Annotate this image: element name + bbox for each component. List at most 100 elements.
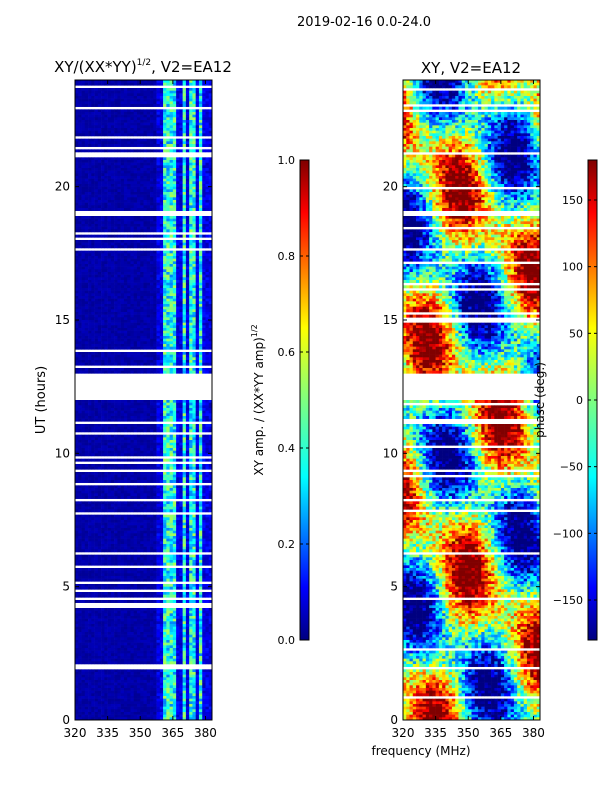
heatmap-cell [150,104,154,107]
heatmap-cell [182,88,187,91]
heatmap-cell [130,160,135,163]
heatmap-cell [198,277,203,281]
heatmap-cell [143,184,148,187]
heatmap-cell [97,181,102,185]
heatmap-cell [94,82,99,86]
heatmap-cell [172,261,177,265]
heatmap-cell [202,325,206,329]
heatmap-cell [198,264,203,267]
heatmap-cell [195,109,200,113]
heatmap-cell [101,296,105,299]
heatmap-cell [153,181,157,185]
heatmap-cell [123,128,128,131]
heatmap-cell [130,258,135,262]
heatmap-cell [153,104,157,107]
heatmap-cell [97,242,102,246]
heatmap-cell [101,114,105,118]
heatmap-cell [104,186,108,190]
heatmap-cell [208,269,212,273]
heatmap-cell [123,205,128,209]
heatmap-cell [202,408,206,411]
heatmap-cell [176,114,180,118]
heatmap-cell [123,285,128,289]
heatmap-cell [156,200,161,203]
heatmap-cell [192,160,196,163]
heatmap-cell [156,466,161,470]
heatmap-cell [176,157,180,161]
heatmap-cell [136,253,141,257]
heatmap-cell [156,114,161,118]
heatmap-cell [185,184,190,187]
heatmap-cell [150,453,154,457]
heatmap-cell [143,149,148,153]
heatmap-cell [78,120,82,123]
heatmap-cell [110,338,115,342]
heatmap-cell [205,173,210,177]
heatmap-cell [104,141,108,145]
heatmap-cell [179,360,183,363]
heatmap-cell [97,101,102,105]
heatmap-cell [159,426,164,430]
heatmap-cell [136,338,141,342]
heatmap-cell [123,242,128,246]
heatmap-cell [94,256,99,259]
heatmap-cell [166,194,170,198]
heatmap-cell [101,410,105,414]
heatmap-cell [88,226,92,230]
heatmap-cell [133,170,138,174]
heatmap-cell [166,224,170,227]
heatmap-cell [110,445,115,449]
heatmap-cell [189,189,193,193]
heatmap-cell [123,184,128,187]
heatmap-cell [110,312,115,315]
heatmap-cell [97,410,102,414]
heatmap-cell [146,304,151,307]
heatmap-cell [114,138,118,142]
heatmap-cell [195,82,200,86]
heatmap-cell [117,192,121,195]
heatmap-cell [198,274,203,278]
heatmap-cell [143,341,148,345]
heatmap-cell [94,88,99,91]
heatmap-cell [114,117,118,121]
heatmap-cell [84,141,89,145]
heatmap-cell [195,138,200,142]
heatmap-cell [140,293,144,297]
heatmap-cell [84,458,89,462]
heatmap-cell [156,336,161,339]
heatmap-cell [84,138,89,142]
heatmap-cell [81,424,86,427]
heatmap-cell [110,290,115,294]
heatmap-cell [150,261,154,265]
heatmap-cell [127,141,131,145]
heatmap-cell [205,360,210,363]
heatmap-cell [143,250,148,254]
heatmap-cell [179,424,183,427]
heatmap-cell [192,458,196,462]
heatmap-cell [114,298,118,302]
heatmap-cell [202,290,206,294]
heatmap-cell [182,352,187,355]
heatmap-cell [94,285,99,289]
heatmap-cell [110,216,115,219]
heatmap-cell [198,90,203,94]
heatmap-cell [97,176,102,179]
heatmap-cell [136,114,141,118]
heatmap-cell [78,189,82,193]
heatmap-cell [189,165,193,169]
heatmap-cell [101,224,105,227]
heatmap-cell [166,282,170,286]
heatmap-cell [153,338,157,342]
heatmap-cell [202,242,206,246]
heatmap-cell [156,293,161,297]
heatmap-cell [84,360,89,363]
heatmap-cell [189,256,193,259]
heatmap-cell [78,442,82,446]
heatmap-cell [176,104,180,107]
heatmap-cell [114,314,118,318]
heatmap-cell [182,360,187,363]
heatmap-cell [166,330,170,334]
heatmap-cell [78,370,82,374]
heatmap-cell [88,234,92,238]
heatmap-cell [101,186,105,190]
